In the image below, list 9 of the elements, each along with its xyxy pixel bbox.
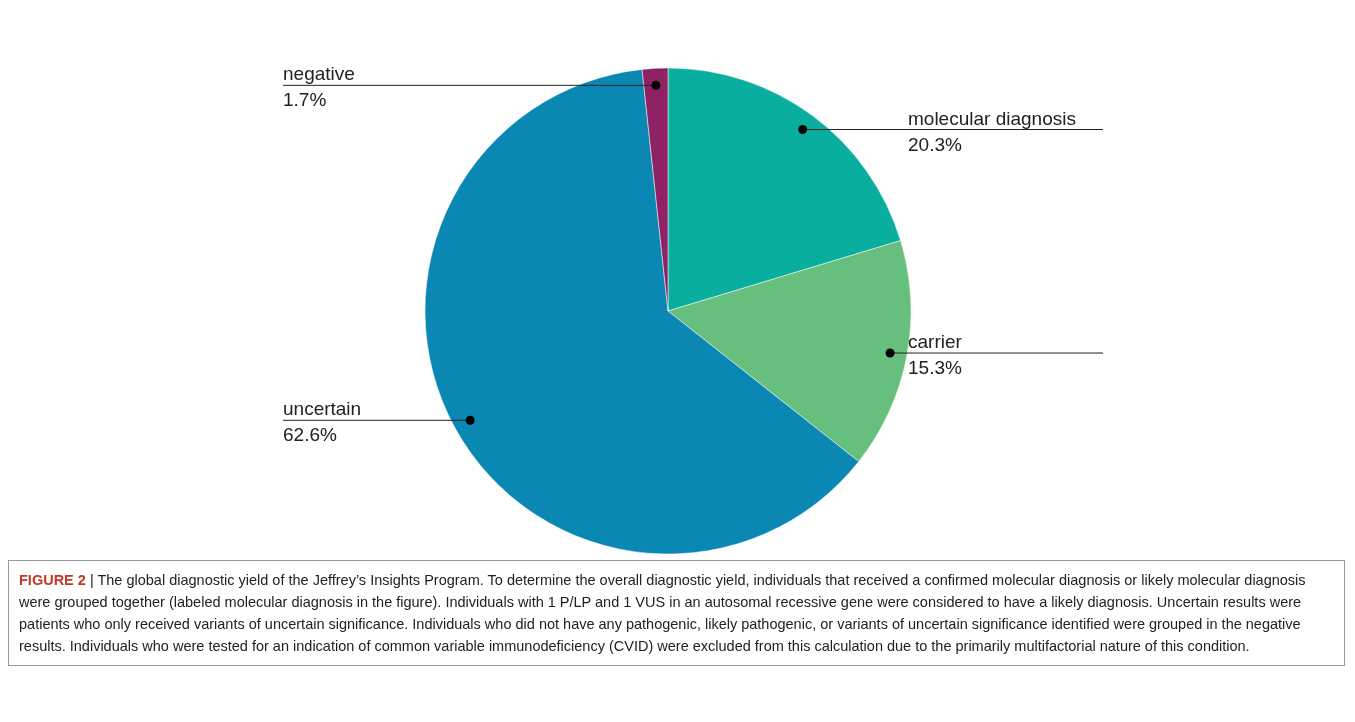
caption: FIGURE 2 | The global diagnostic yield of the Jeffrey’s Insights Program. To determine the overall diagnostic yield, individuals that received a confirmed molecular diagnosis or likely molecular diagnosis were grouped together (labeled molecular diagnosis in the figure). Individuals with 1 P/LP and 1 VUS in an autosomal recessive gene were considered to have a likely diagnosis. Uncertain results were patients who only received variants of uncertain significance. Individuals who did not have any pathogenic, likely pathogenic, or variants of uncertain significance identified were grouped in the negative results. Individuals who were tested for an indication of common variable immunodeficiency (CVID) were excluded from this calculation due to the primarily multifactorial nature of this condition. [8,560,1345,666]
data-label: 1.7% [283,89,327,111]
data-label: 62.6% [283,424,337,446]
slice-label: carrier [908,331,963,353]
slice-label: negative [283,63,355,85]
slice-label: molecular diagnosis [908,107,1076,129]
data-label: 20.3% [908,133,962,155]
data-label: 15.3% [908,357,962,379]
slice-label: uncertain [283,398,362,420]
